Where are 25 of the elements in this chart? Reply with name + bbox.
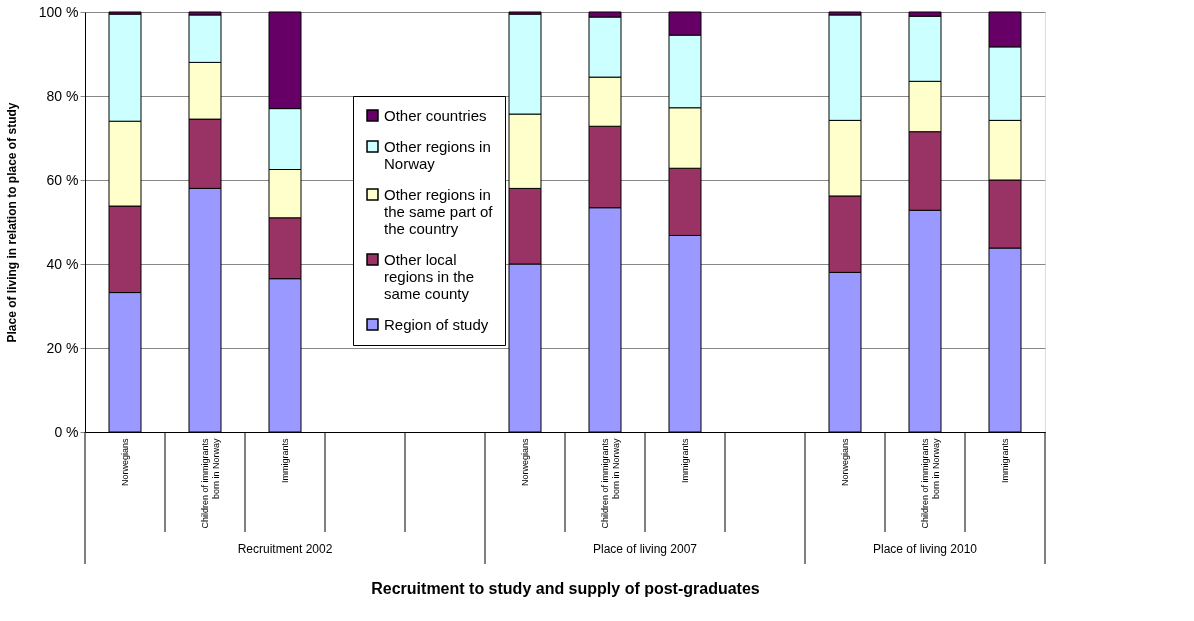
- x-tick-label: Children of immigrants born in Norway: [920, 438, 941, 529]
- y-tick-label: 80 %: [46, 87, 79, 104]
- x-tick-label: Norwegians: [840, 438, 850, 487]
- x-tick-label: Immigrants: [1000, 438, 1010, 484]
- x-tick-label: Norwegians: [120, 438, 130, 487]
- legend-label: Region of study: [384, 315, 489, 333]
- text: Place of living 2010: [872, 542, 978, 556]
- x-axis-title: Recruitment to study and supply of post-graduates: [371, 579, 760, 597]
- legend-label: Other regions in the same part of the country: [384, 185, 494, 237]
- y-axis-title: Place of living in relation to place of study: [4, 102, 19, 343]
- y-tick-label: 60 %: [46, 171, 79, 188]
- legend-label: Other countries: [384, 106, 487, 124]
- text: Recruitment 2002: [237, 542, 333, 556]
- y-tick-label: 0 %: [54, 423, 79, 440]
- x-tick-label: Children of immigrants born in Norway: [200, 438, 221, 529]
- x-tick-label: Children of immigrants born in Norway: [600, 438, 621, 529]
- y-tick-label: 100 %: [38, 3, 79, 20]
- y-tick-label: 20 %: [46, 339, 79, 356]
- y-tick-label: 40 %: [46, 255, 79, 272]
- legend-label: Other local regions in the same county: [384, 250, 475, 302]
- x-tick-label: Norwegians: [520, 438, 530, 487]
- x-tick-label: Immigrants: [280, 438, 290, 484]
- legend-label: Other regions in Norway: [384, 137, 491, 172]
- x-tick-label: Immigrants: [680, 438, 690, 484]
- text: Place of living 2007: [592, 542, 698, 556]
